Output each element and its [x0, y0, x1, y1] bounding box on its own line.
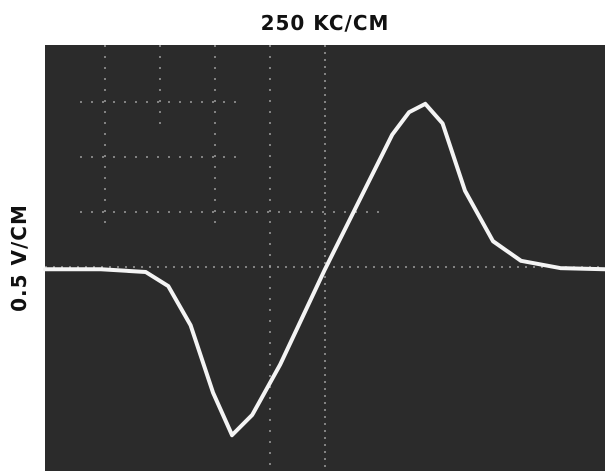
- y-axis-label: 0.5 V/CM: [7, 204, 31, 312]
- oscilloscope-chart: 250 KC/CM 0.5 V/CM: [0, 0, 605, 471]
- x-axis-label: 250 KC/CM: [261, 11, 390, 35]
